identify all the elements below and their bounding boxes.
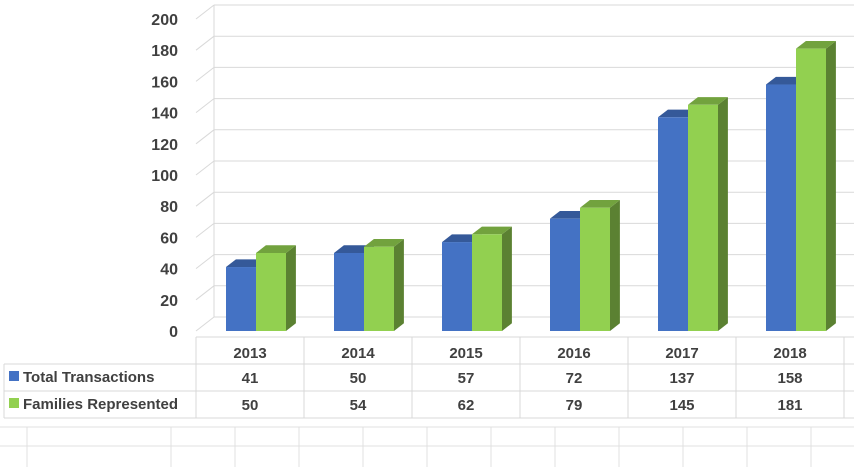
gridline-diagonal: [195, 160, 215, 176]
bar-side: [502, 226, 512, 331]
y-tick-label: 60: [160, 230, 178, 247]
y-tick-label: 80: [160, 199, 178, 216]
bar-top: [550, 210, 590, 219]
y-axis-tick-labels: 0 20 40 60 80 100 120 140 160 180 200: [151, 12, 178, 341]
bars: [226, 40, 836, 332]
bar-front: [658, 117, 688, 331]
data-label: 50: [350, 370, 367, 387]
bar-top: [334, 245, 374, 253]
bar-2016-families-represented: [580, 200, 620, 331]
data-label: 145: [669, 397, 694, 414]
gridline-diagonal: [195, 98, 215, 113]
bar-2017-families-represented: [688, 97, 728, 331]
bar-front: [688, 104, 718, 331]
bar-top: [658, 109, 698, 118]
gridline-diagonal: [195, 285, 215, 301]
bar-front: [334, 253, 364, 331]
data-label: 181: [777, 397, 802, 414]
bar-front: [796, 48, 826, 331]
bar-side: [394, 239, 404, 331]
y-tick-label: 40: [160, 262, 178, 279]
bar-front: [472, 234, 502, 331]
y-tick-label: 160: [151, 74, 178, 91]
bar-front: [226, 267, 256, 331]
data-label: 62: [458, 397, 475, 414]
bar-2013-families-represented: [256, 245, 296, 331]
legend-key: [9, 371, 19, 381]
category-label: 2018: [773, 345, 806, 362]
bar-top: [766, 76, 806, 85]
bar-side: [610, 200, 620, 331]
gridline-diagonal: [195, 129, 215, 145]
gridline-diagonal: [195, 254, 215, 269]
y-tick-label: 0: [169, 324, 178, 341]
y-tick-label: 100: [151, 168, 178, 185]
gridline-diagonal: [195, 35, 215, 51]
spreadsheet-grid: [0, 426, 854, 467]
data-label: 57: [458, 370, 475, 387]
data-label: 54: [350, 397, 367, 414]
category-label: 2015: [449, 345, 482, 362]
data-label: 79: [566, 397, 583, 414]
gridline-diagonal: [195, 67, 215, 82]
gridline-diagonal: [195, 316, 215, 332]
legend-key: [9, 398, 19, 408]
bar-side: [718, 97, 728, 331]
bar-top: [688, 97, 728, 105]
y-tick-label: 140: [151, 106, 178, 123]
y-tick-label: 20: [160, 293, 178, 310]
y-tick-label: 120: [151, 137, 178, 154]
data-label: 158: [777, 370, 802, 387]
category-label: 2017: [665, 345, 698, 362]
bar-side: [826, 40, 836, 331]
bar-front: [442, 242, 472, 331]
bar-top: [472, 226, 512, 235]
bar-top: [226, 259, 266, 268]
bar-front: [766, 84, 796, 332]
legend-label: Families Represented: [23, 396, 178, 413]
bar-front: [364, 246, 394, 331]
bar-top: [256, 245, 296, 253]
y-tick-label: 180: [151, 43, 178, 60]
bar-top: [796, 40, 836, 49]
data-label: 72: [566, 370, 583, 387]
bar-2015-families-represented: [472, 226, 512, 331]
gridline-diagonal: [195, 223, 215, 238]
category-label: 2014: [341, 345, 375, 362]
bar-top: [580, 200, 620, 208]
bar-top: [364, 239, 404, 247]
gridline-diagonal: [195, 191, 215, 207]
y-tick-label: 200: [151, 12, 178, 29]
bar-front: [550, 218, 580, 331]
bar-front: [580, 207, 610, 331]
data-label: 50: [242, 397, 259, 414]
gridlines: [195, 4, 854, 332]
data-label: 41: [242, 370, 259, 387]
bar-top: [442, 234, 482, 243]
category-label: 2016: [557, 345, 590, 362]
data-table: 2013 2014 2015 2016 2017 2018 Total Transactio…: [0, 336, 854, 467]
bar-2018-families-represented: [796, 40, 836, 331]
category-label: 2013: [233, 345, 266, 362]
bar-side: [286, 245, 296, 331]
legend-label: Total Transactions: [23, 369, 154, 386]
data-label: 137: [669, 370, 694, 387]
bar-front: [256, 253, 286, 331]
bar-2014-families-represented: [364, 239, 404, 331]
gridline-diagonal: [195, 4, 215, 20]
